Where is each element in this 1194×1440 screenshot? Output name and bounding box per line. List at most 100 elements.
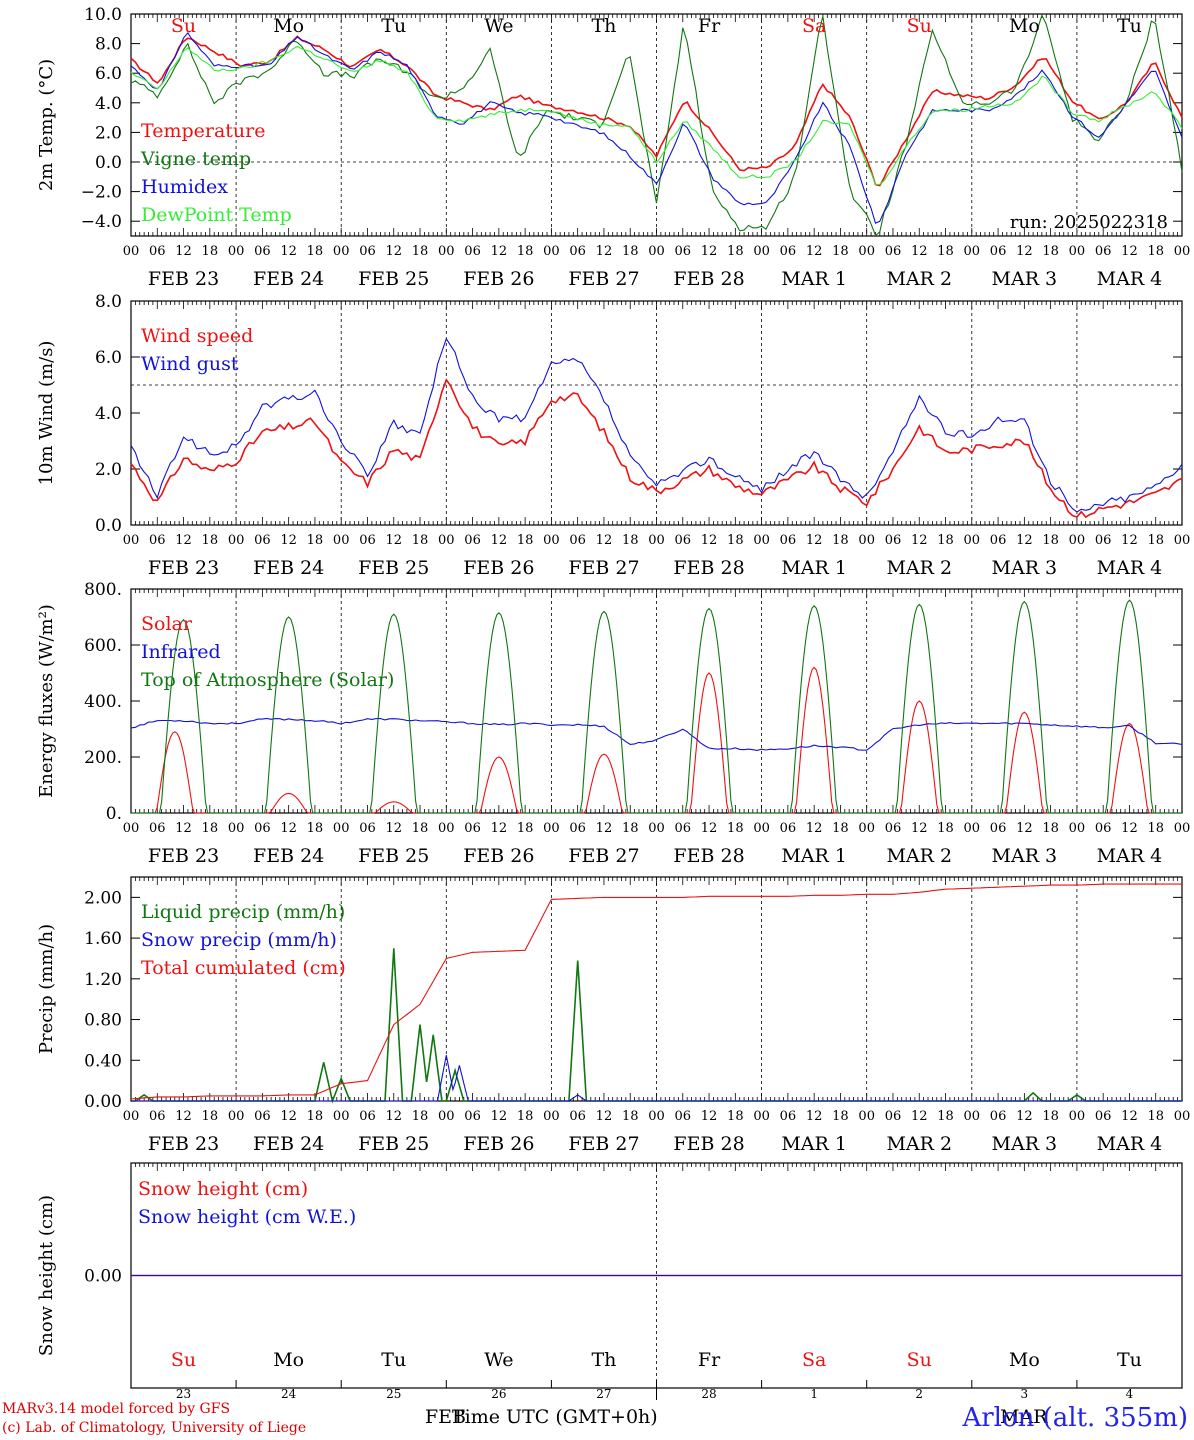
weekday-label: Su: [907, 1349, 932, 1371]
y-tick-label: 0.0: [95, 153, 122, 173]
x-tick-label: 12: [1016, 244, 1033, 259]
x-tick-label: 12: [806, 533, 823, 548]
x-tick-label: 00: [123, 1109, 140, 1124]
x-tick-label: 12: [1121, 1109, 1138, 1124]
date-label: MAR 1: [781, 845, 847, 867]
date-label: FEB 28: [673, 845, 744, 867]
x-tick-label: 00: [753, 821, 770, 836]
date-label: MAR 4: [1097, 268, 1163, 290]
x-tick-label: 18: [727, 533, 744, 548]
x-tick-label: 06: [569, 244, 586, 259]
x-tick-label: 12: [280, 533, 297, 548]
x-tick-label: 18: [517, 244, 534, 259]
y-tick-label: 0.00: [84, 1092, 122, 1112]
date-label: FEB 27: [568, 268, 639, 290]
x-tick-label: 00: [964, 533, 981, 548]
month-mar-label: MAR: [1000, 1406, 1048, 1428]
x-tick-label: 18: [1042, 821, 1059, 836]
x-tick-label: 06: [149, 533, 166, 548]
x-tick-label: 18: [937, 533, 954, 548]
x-tick-label: 18: [1147, 244, 1164, 259]
x-tick-label: 00: [333, 533, 350, 548]
x-tick-label: 00: [648, 1109, 665, 1124]
x-tick-label: 12: [701, 1109, 718, 1124]
weekday-label: Mo: [1009, 15, 1040, 37]
series-line-3-3: [131, 599, 1182, 814]
day-number: 26: [491, 1387, 506, 1401]
legend-label: Snow height (cm W.E.): [138, 1206, 356, 1228]
y-axis-title: 10m Wind (m/s): [36, 341, 57, 486]
x-tick-label: 12: [806, 821, 823, 836]
date-label: FEB 24: [253, 845, 324, 867]
x-tick-label: 00: [648, 821, 665, 836]
date-label: FEB 23: [148, 268, 219, 290]
x-tick-label: 06: [254, 1109, 271, 1124]
y-tick-label: 2.0: [95, 460, 122, 480]
x-tick-label: 06: [254, 821, 271, 836]
series-line-4-2: [131, 1055, 1182, 1102]
date-label: MAR 2: [886, 557, 952, 579]
weekday-label: Mo: [273, 15, 304, 37]
x-tick-label: 12: [1016, 821, 1033, 836]
y-axis-title: 2m Temp. (°C): [36, 59, 57, 191]
date-label: MAR 3: [992, 557, 1058, 579]
x-tick-label: 00: [1174, 821, 1191, 836]
x-tick-label: 12: [701, 821, 718, 836]
x-tick-label: 18: [622, 1109, 639, 1124]
x-tick-label: 18: [307, 1109, 324, 1124]
y-tick-label: 8.0: [95, 292, 122, 312]
y-tick-label: 200.: [84, 748, 122, 768]
day-number: 3: [1021, 1387, 1029, 1401]
x-tick-label: 12: [596, 1109, 613, 1124]
series-line-1-2: [130, 13, 1183, 237]
x-tick-label: 06: [569, 533, 586, 548]
x-tick-label: 18: [1042, 1109, 1059, 1124]
x-tick-label: 12: [1121, 821, 1138, 836]
x-tick-label: 00: [858, 533, 875, 548]
y-tick-label: 4.0: [95, 404, 122, 424]
y-tick-label: 1.20: [84, 970, 122, 990]
x-tick-label: 12: [1121, 533, 1138, 548]
x-tick-label: 00: [964, 244, 981, 259]
date-label: FEB 28: [673, 557, 744, 579]
x-tick-label: 18: [937, 821, 954, 836]
x-tick-label: 00: [123, 533, 140, 548]
y-tick-label: 6.0: [95, 64, 122, 84]
x-tick-label: 12: [385, 821, 402, 836]
y-tick-label: −2.0: [81, 183, 122, 203]
x-tick-label: 06: [464, 821, 481, 836]
y-tick-label: 0.40: [84, 1051, 122, 1071]
y-tick-label: −4.0: [81, 212, 122, 232]
legend-label: Humidex: [141, 176, 228, 198]
weekday-label: Su: [171, 1349, 196, 1371]
x-tick-label: 06: [1095, 821, 1112, 836]
x-tick-label: 12: [911, 821, 928, 836]
x-tick-label: 12: [280, 244, 297, 259]
x-tick-label: 06: [885, 821, 902, 836]
y-tick-label: 0.80: [84, 1011, 122, 1031]
date-label: MAR 3: [992, 845, 1058, 867]
date-label: MAR 2: [886, 268, 952, 290]
panel-4: 0.00 0.40 0.80 1.20 1.60 2.00 Precip (mm/h) 00 0…: [36, 876, 1190, 1155]
y-axis-title: Precip (mm/h): [36, 924, 57, 1054]
y-axis-title: Energy fluxes (W/m²): [36, 604, 57, 798]
x-tick-label: 12: [911, 533, 928, 548]
y-tick-label: 0.: [106, 804, 122, 824]
x-tick-label: 00: [543, 1109, 560, 1124]
legend-label: Wind speed: [141, 325, 253, 347]
x-tick-label: 18: [307, 533, 324, 548]
y-tick-label: 2.00: [84, 888, 122, 908]
x-tick-label: 06: [1095, 1109, 1112, 1124]
x-tick-label: 06: [780, 1109, 797, 1124]
y-tick-label: 0.0: [95, 516, 122, 536]
x-tick-label: 12: [701, 244, 718, 259]
x-tick-label: 18: [937, 244, 954, 259]
legend-label: Infrared: [141, 641, 221, 663]
series-line-2-1: [130, 378, 1183, 519]
x-tick-label: 18: [517, 533, 534, 548]
panel-frame: [130, 588, 1183, 814]
x-tick-label: 06: [780, 821, 797, 836]
x-tick-label: 00: [543, 533, 560, 548]
y-tick-label: 2.0: [95, 123, 122, 143]
x-tick-label: 06: [1095, 533, 1112, 548]
